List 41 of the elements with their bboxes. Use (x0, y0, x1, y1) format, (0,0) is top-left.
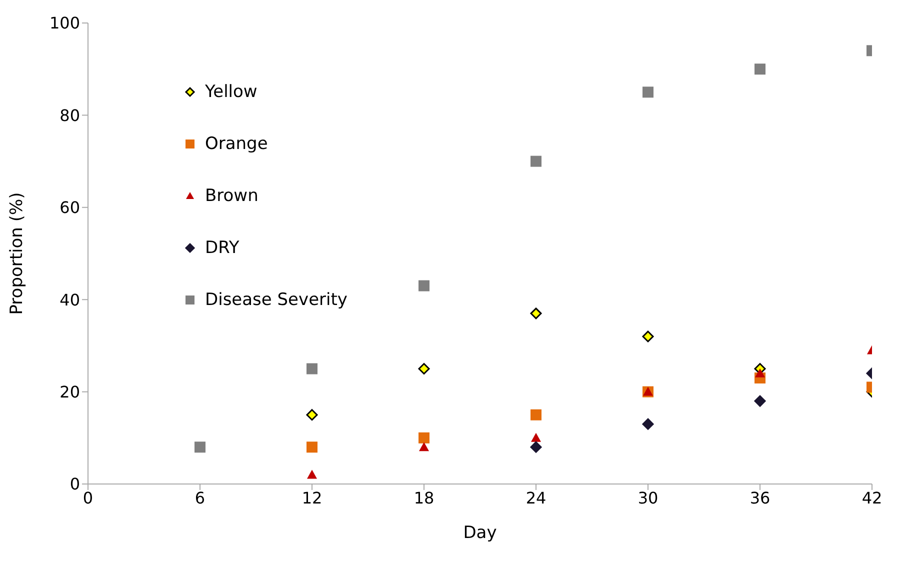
x-axis-title: Day (463, 523, 497, 543)
point (642, 418, 654, 430)
point (530, 441, 542, 453)
y-tick-label: 100 (49, 14, 80, 33)
y-tick-label: 20 (60, 382, 80, 402)
point (306, 442, 318, 453)
point (530, 409, 542, 420)
legend-label: Yellow (205, 82, 258, 102)
point (642, 86, 654, 98)
y-axis-title: Proportion (%) (7, 192, 28, 315)
legend-label: Orange (205, 134, 268, 154)
x-tick-label: 18 (414, 488, 434, 508)
point (418, 432, 430, 444)
y-tick-label: 60 (60, 198, 80, 218)
point (531, 432, 541, 442)
point (194, 442, 206, 453)
x-tick-label: 42 (862, 488, 882, 508)
x-tick-label: 30 (638, 488, 658, 508)
point (419, 442, 429, 452)
point (755, 368, 765, 378)
x-tick-label: 0 (82, 488, 94, 508)
legend-label: DRY (205, 238, 240, 258)
y-tick-label: 40 (60, 290, 80, 310)
point (530, 308, 542, 320)
point (306, 409, 318, 421)
x-tick-label: 24 (526, 488, 546, 508)
point (418, 363, 430, 374)
y-tick-label: 80 (60, 106, 80, 125)
point (418, 280, 430, 292)
x-tick-label: 36 (750, 488, 770, 508)
x-tick-label: 12 (302, 488, 322, 508)
x-tick-label: 6 (194, 488, 206, 508)
point (306, 363, 318, 374)
point (754, 395, 766, 407)
point (530, 156, 542, 167)
point (642, 330, 654, 342)
legend-label: Disease Severity (205, 290, 348, 310)
point (307, 470, 317, 479)
point (754, 64, 766, 75)
y-tick-label: 0 (70, 474, 80, 494)
legend-label: Brown (205, 186, 258, 206)
